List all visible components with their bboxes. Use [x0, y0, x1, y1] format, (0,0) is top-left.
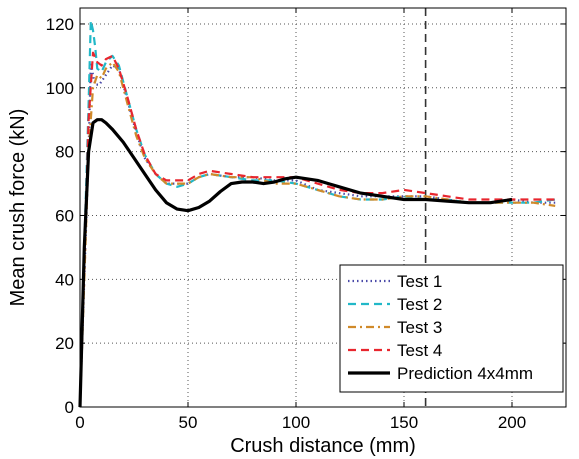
axis-ticks: [79, 8, 566, 408]
x-tick-label: 0: [75, 413, 84, 432]
legend-label-test-3: Test 3: [397, 318, 442, 337]
y-tick-label: 40: [55, 270, 74, 289]
series-layer: [78, 19, 556, 408]
y-tick-label: 100: [46, 79, 74, 98]
legend-label-test-1: Test 1: [397, 272, 442, 291]
x-tick-label: 100: [282, 413, 310, 432]
plot-frame: [79, 7, 567, 408]
series-line-test-3: [78, 61, 556, 408]
legend-label-test-2: Test 2: [397, 295, 442, 314]
x-tick-label: 150: [390, 413, 418, 432]
y-tick-label: 20: [55, 334, 74, 353]
series-line-prediction-4x4mm: [78, 118, 513, 408]
series-line-test-2: [78, 19, 556, 408]
y-tick-label: 0: [65, 398, 74, 417]
legend-label-prediction-4x4mm: Prediction 4x4mm: [397, 364, 533, 383]
legend-label-test-4: Test 4: [397, 341, 442, 360]
y-tick-labels: 0 20 40 60 80 100 120: [46, 15, 74, 417]
y-tick-label: 60: [55, 206, 74, 225]
y-tick-label: 120: [46, 15, 74, 34]
x-tick-label: 200: [498, 413, 526, 432]
legend: Test 1 Test 2 Test 3 Test 4 Prediction 4x4mm: [339, 264, 564, 393]
legend-box: [339, 264, 564, 393]
y-axis-title: Mean crush force (kN): [7, 109, 29, 307]
x-axis-title: Crush distance (mm): [230, 435, 416, 457]
x-tick-labels: 0 50 100 150 200: [75, 413, 526, 432]
x-tick-label: 50: [179, 413, 198, 432]
y-tick-label: 80: [55, 143, 74, 162]
series-line-test-4: [78, 51, 556, 408]
